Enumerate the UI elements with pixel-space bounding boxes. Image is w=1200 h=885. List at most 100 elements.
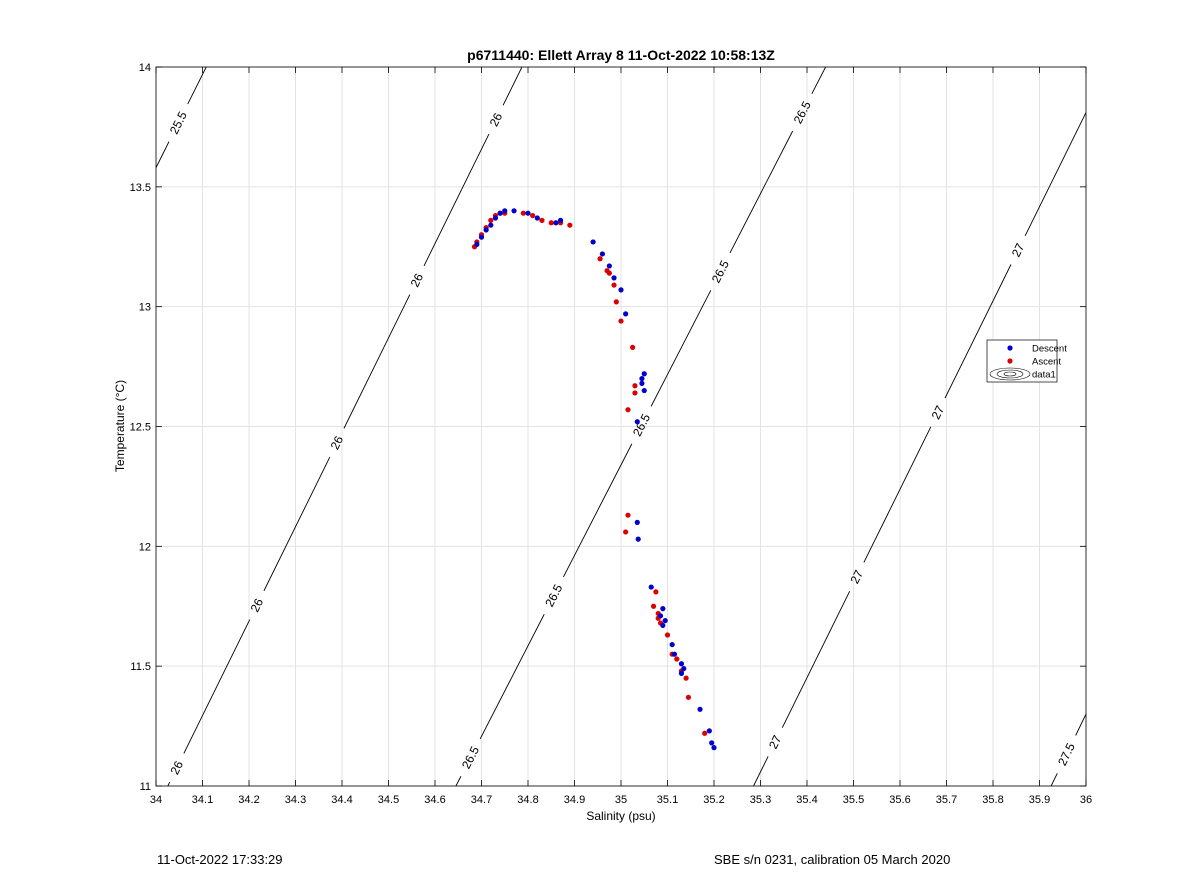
descent-point xyxy=(511,208,517,214)
contour-label: 27.5 xyxy=(1055,741,1078,768)
x-tick-label: 34.5 xyxy=(378,794,399,806)
ascent-point xyxy=(685,694,692,700)
descent-point xyxy=(709,740,715,746)
x-tick-label: 35.3 xyxy=(750,794,771,806)
descent-point xyxy=(534,215,540,221)
x-tick-label: 35.7 xyxy=(936,794,957,806)
descent-point xyxy=(474,241,480,247)
y-tick-label: 14 xyxy=(139,62,151,74)
descent-point xyxy=(678,661,685,667)
ascent-point xyxy=(520,210,526,216)
contour-label: 27 xyxy=(929,403,948,421)
descent-point xyxy=(623,311,629,317)
contour-label: 25.5 xyxy=(167,109,190,136)
descent-point xyxy=(711,745,717,751)
ascent-point xyxy=(548,220,554,226)
isopycnal-line xyxy=(187,67,207,105)
isopycnal-line xyxy=(729,130,794,254)
descent-point xyxy=(669,641,675,648)
isopycnal-line xyxy=(563,443,633,578)
descent-point xyxy=(635,536,641,542)
descent-point xyxy=(553,220,559,226)
isopycnal-line xyxy=(1075,713,1086,736)
isopycnal-line xyxy=(263,456,331,592)
isopycnal-line xyxy=(944,264,1012,399)
descent-point xyxy=(662,618,668,624)
grid-lines xyxy=(155,66,1087,787)
descent-point xyxy=(641,371,647,377)
x-axis-label: Salinity (psu) xyxy=(586,809,655,823)
footer-instrument-info: SBE s/n 0231, calibration 05 March 2020 xyxy=(714,852,951,867)
legend: Descent Ascent data1 xyxy=(986,339,1067,383)
isopycnal-line xyxy=(479,614,545,740)
descent-point xyxy=(634,519,640,525)
isopycnal-line xyxy=(863,426,932,563)
descent-point xyxy=(492,215,499,221)
isopycnal-line xyxy=(156,141,170,168)
descent-point xyxy=(648,584,654,590)
chart-title: p6711440: Ellett Array 8 11-Oct-2022 10:… xyxy=(467,47,775,63)
ascent-point xyxy=(611,282,617,288)
descent-point xyxy=(497,210,503,216)
legend-marker-ascent xyxy=(1007,358,1013,364)
descent-point xyxy=(599,251,606,257)
x-tick-label: 34.2 xyxy=(238,794,259,806)
y-tick-label: 11 xyxy=(140,781,151,793)
x-tick-label: 34.1 xyxy=(192,794,213,806)
ascent-point xyxy=(530,212,536,219)
x-tick-label: 36 xyxy=(1080,794,1092,806)
axis-ticks: 34 34.1 34.2 34.3 34.4 34.5 34.6 34.7 34.8 34.9 35… xyxy=(130,62,1093,806)
descent-point xyxy=(502,208,508,214)
legend-contour-icon xyxy=(989,367,1031,381)
ascent-point xyxy=(650,603,657,609)
contour-label: 26.5 xyxy=(459,744,482,771)
contour-label: 26 xyxy=(487,110,506,128)
contour-label: 26.5 xyxy=(542,582,565,609)
descent-point xyxy=(678,670,685,676)
contour-label: 26 xyxy=(408,271,427,289)
descent-point xyxy=(483,227,489,233)
ascent-point xyxy=(567,222,573,228)
isopycnal-line xyxy=(1024,112,1086,236)
descent-point xyxy=(639,380,645,386)
descent-point xyxy=(488,222,494,228)
ascent-point xyxy=(618,318,624,324)
ascent-point xyxy=(702,730,708,736)
x-tick-label: 35.9 xyxy=(1029,794,1050,806)
y-tick-label: 12.5 xyxy=(130,422,151,434)
isopycnal-line xyxy=(502,67,523,106)
x-tick-label: 34.9 xyxy=(564,794,585,806)
contour-label: 26 xyxy=(328,433,347,451)
y-tick-label: 13 xyxy=(139,302,151,314)
legend-label: Ascent xyxy=(1032,357,1061,368)
contour-label: 27 xyxy=(766,733,785,751)
ascent-point xyxy=(630,344,636,351)
ascent-point xyxy=(488,217,494,223)
data-points xyxy=(471,208,717,751)
x-tick-label: 34.3 xyxy=(285,794,306,806)
isopycnal-line xyxy=(811,67,827,94)
contour-label: 26.5 xyxy=(630,411,653,438)
x-tick-label: 35.8 xyxy=(982,794,1003,806)
y-axis-label: Temperature (°C) xyxy=(113,380,127,472)
contour-label: 26.5 xyxy=(791,99,814,126)
x-tick-label: 35.4 xyxy=(796,794,817,806)
descent-point xyxy=(590,239,596,245)
ascent-point xyxy=(632,383,638,389)
x-tick-label: 35.6 xyxy=(889,794,910,806)
isopycnal-line xyxy=(455,776,462,786)
ascent-point xyxy=(606,270,612,276)
descent-point xyxy=(478,234,485,240)
ascent-point xyxy=(625,512,631,518)
x-tick-label: 34.6 xyxy=(424,794,445,806)
x-tick-label: 34.7 xyxy=(471,794,492,806)
y-tick-label: 13.5 xyxy=(130,182,151,194)
x-tick-label: 35.5 xyxy=(843,794,864,806)
x-tick-label: 34.8 xyxy=(517,794,538,806)
descent-point xyxy=(706,728,712,734)
descent-point xyxy=(639,375,645,382)
ascent-point xyxy=(653,589,659,595)
descent-point xyxy=(606,263,612,269)
x-tick-label: 35 xyxy=(615,794,627,806)
legend-label: data1 xyxy=(1032,370,1056,381)
